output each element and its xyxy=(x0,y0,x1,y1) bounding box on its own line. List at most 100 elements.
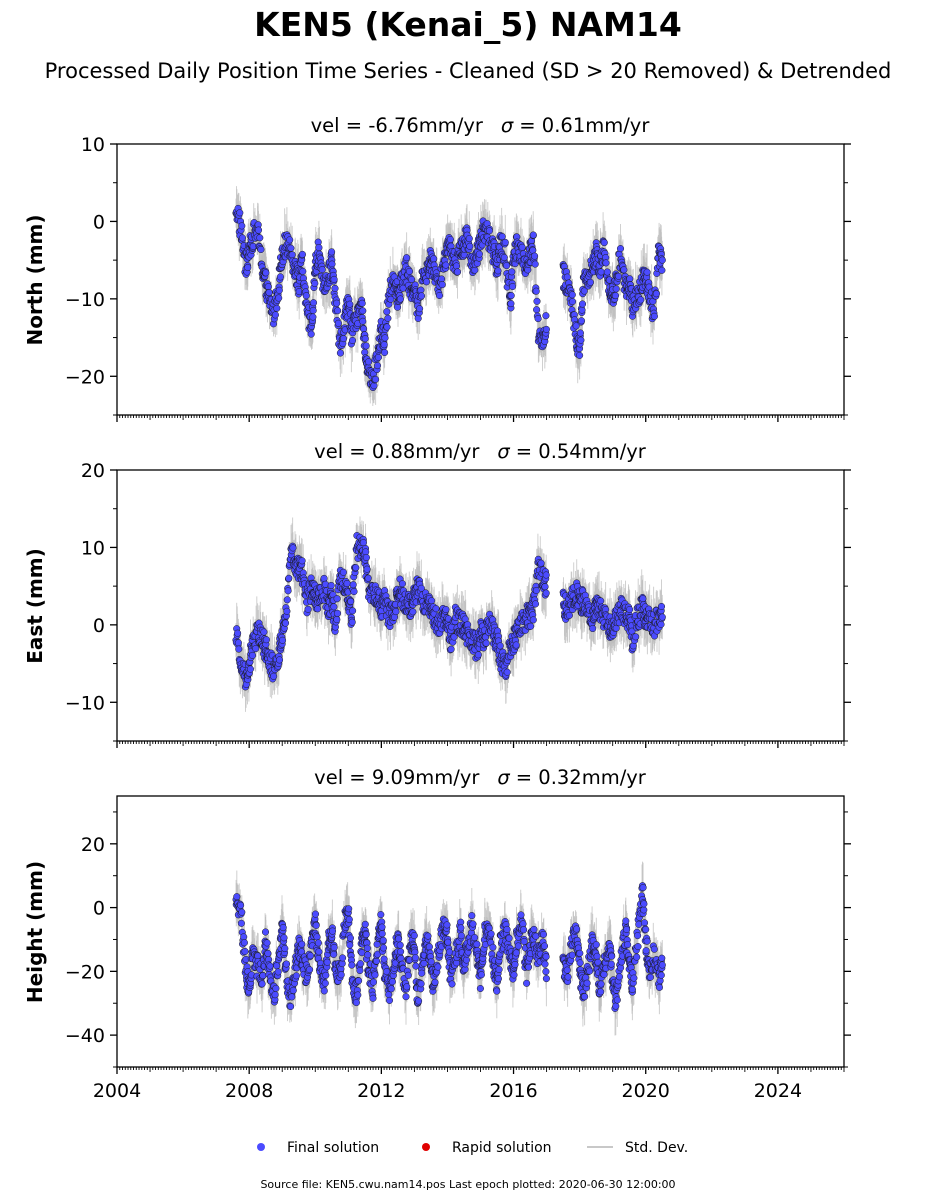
east-data-point xyxy=(531,600,540,608)
north-data-point xyxy=(328,248,336,256)
north-data-point xyxy=(265,289,273,297)
north-data-point xyxy=(572,322,580,330)
east-data-point xyxy=(450,633,458,641)
north-plot-frame xyxy=(116,143,845,416)
north-data-point xyxy=(346,300,354,308)
north-data-point xyxy=(533,297,541,305)
north-data-point xyxy=(286,236,294,244)
north-data-point xyxy=(336,349,344,357)
north-data-point xyxy=(531,252,539,260)
north-data-point xyxy=(475,250,483,258)
east-data-point xyxy=(432,605,440,613)
east-data-point xyxy=(626,605,634,614)
north-data-point xyxy=(361,335,369,343)
north-panel-title: vel = -6.76mm/yr σ = 0.61mm/yr xyxy=(311,114,651,137)
north-data-point xyxy=(238,222,246,230)
east-data-point xyxy=(275,656,284,664)
north-data-point xyxy=(600,239,608,247)
east-vel-text: vel = 0.88mm/yr xyxy=(314,440,480,463)
north-data-point xyxy=(307,330,315,338)
east-data-point xyxy=(474,651,482,659)
east-data-point xyxy=(281,619,290,627)
east-data-point xyxy=(542,571,550,579)
east-sigma-symbol: σ xyxy=(497,440,510,463)
north-data-point xyxy=(275,286,283,294)
east-data-point xyxy=(285,574,293,582)
north-data-point xyxy=(658,266,666,274)
north-data-point xyxy=(416,305,424,313)
north-data-point xyxy=(612,285,620,293)
north-data-point xyxy=(658,256,666,264)
north-data-point xyxy=(626,275,634,283)
east-ylabel: East (mm) xyxy=(23,548,47,664)
east-data-point xyxy=(260,628,268,636)
north-data-point xyxy=(287,244,295,252)
east-data-point xyxy=(392,608,400,616)
figure-subtitle: Processed Daily Position Time Series - C… xyxy=(45,59,892,83)
east-data-point xyxy=(330,603,338,611)
east-data-point xyxy=(333,595,341,603)
north-data-point xyxy=(372,375,380,383)
east-data-point xyxy=(503,668,511,676)
north-data-point xyxy=(334,307,342,315)
east-data-point xyxy=(343,579,351,588)
east-data-point xyxy=(283,607,291,615)
north-data-point xyxy=(360,325,368,333)
north-data-point xyxy=(577,317,586,325)
east-data-point xyxy=(339,568,347,576)
north-data-point xyxy=(414,314,422,322)
north-sigma-text: = 0.61mm/yr xyxy=(519,114,650,137)
north-data-point xyxy=(333,299,341,307)
north-data-point xyxy=(652,290,660,298)
north-data-point xyxy=(275,294,283,302)
north-data-point xyxy=(373,362,382,370)
north-data-point xyxy=(500,253,508,262)
north-data-point xyxy=(396,295,404,303)
figure-title: KEN5 (Kenai_5) NAM14 xyxy=(254,5,682,44)
east-data-point xyxy=(512,641,520,649)
east-data-point xyxy=(298,557,306,565)
east-data-point xyxy=(349,607,357,615)
north-data-point xyxy=(611,292,620,300)
north-data-point xyxy=(578,306,586,314)
east-data-point xyxy=(246,665,254,673)
east-data-point xyxy=(284,587,292,595)
north-data-point xyxy=(348,336,357,345)
north-ytick-label: 0 xyxy=(93,211,105,233)
east-data-point xyxy=(348,618,356,626)
north-data-point xyxy=(494,267,502,275)
east-data-point xyxy=(283,596,291,604)
north-data-point xyxy=(334,319,342,327)
east-data-point xyxy=(597,597,605,605)
north-panel: vel = -6.76mm/yr σ = 0.61mm/yr North (mm) … xyxy=(23,114,851,422)
east-data-point xyxy=(352,564,360,572)
east-sigma-text: = 0.54mm/yr xyxy=(516,440,647,463)
north-data-point xyxy=(381,348,389,357)
east-data-point xyxy=(314,605,322,613)
east-data-point xyxy=(496,642,504,650)
east-panel: vel = 0.88mm/yr σ = 0.54mm/yr East (mm) 20… xyxy=(23,440,851,748)
north-data-point xyxy=(430,255,438,263)
east-data-point xyxy=(304,605,312,613)
north-data-point xyxy=(362,342,370,350)
north-data-point xyxy=(485,227,493,235)
north-data-point xyxy=(254,226,263,234)
north-data-point xyxy=(576,329,584,337)
east-data-point xyxy=(589,624,597,633)
east-data-point xyxy=(320,574,328,582)
east-data-point xyxy=(529,616,537,624)
north-data-point xyxy=(288,251,296,259)
north-data-point xyxy=(374,353,382,361)
north-data-point xyxy=(302,292,310,300)
north-data-point xyxy=(466,242,474,250)
north-data-point xyxy=(507,292,515,300)
east-panel-title: vel = 0.88mm/yr σ = 0.54mm/yr xyxy=(314,440,647,463)
north-data-point xyxy=(620,266,628,274)
north-data-point xyxy=(359,317,367,325)
east-data-point xyxy=(527,622,535,630)
east-data-point xyxy=(428,597,436,605)
east-data-point xyxy=(333,616,341,624)
north-data-point xyxy=(262,269,270,277)
north-data-point xyxy=(276,273,284,281)
